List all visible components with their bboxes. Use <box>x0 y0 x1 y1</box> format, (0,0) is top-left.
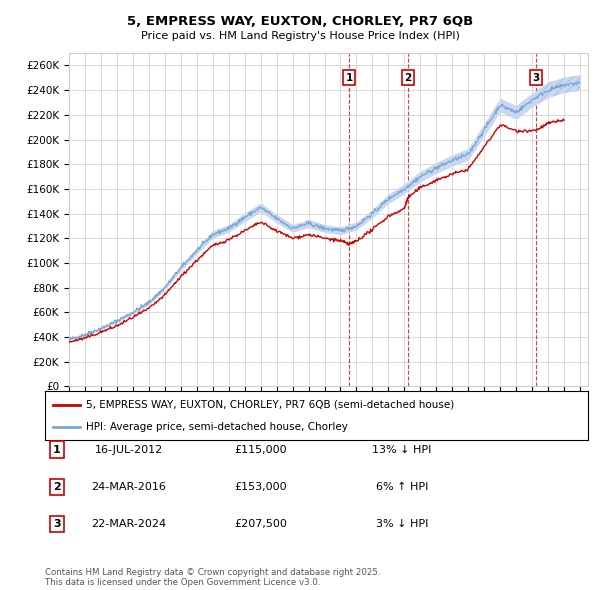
Text: 2: 2 <box>53 482 61 491</box>
Text: 13% ↓ HPI: 13% ↓ HPI <box>373 445 431 454</box>
Text: £115,000: £115,000 <box>235 445 287 454</box>
Text: 2: 2 <box>404 73 412 83</box>
Text: £153,000: £153,000 <box>235 482 287 491</box>
Text: Contains HM Land Registry data © Crown copyright and database right 2025.
This d: Contains HM Land Registry data © Crown c… <box>45 568 380 587</box>
Text: 1: 1 <box>53 445 61 454</box>
Text: 3: 3 <box>53 519 61 529</box>
Text: 22-MAR-2024: 22-MAR-2024 <box>91 519 167 529</box>
Text: 24-MAR-2016: 24-MAR-2016 <box>92 482 166 491</box>
Text: 5, EMPRESS WAY, EUXTON, CHORLEY, PR7 6QB: 5, EMPRESS WAY, EUXTON, CHORLEY, PR7 6QB <box>127 15 473 28</box>
Text: £207,500: £207,500 <box>235 519 287 529</box>
Text: 3% ↓ HPI: 3% ↓ HPI <box>376 519 428 529</box>
Text: 6% ↑ HPI: 6% ↑ HPI <box>376 482 428 491</box>
Text: 16-JUL-2012: 16-JUL-2012 <box>95 445 163 454</box>
Text: HPI: Average price, semi-detached house, Chorley: HPI: Average price, semi-detached house,… <box>86 422 347 432</box>
Text: 1: 1 <box>346 73 353 83</box>
Text: 3: 3 <box>532 73 539 83</box>
Text: Price paid vs. HM Land Registry's House Price Index (HPI): Price paid vs. HM Land Registry's House … <box>140 31 460 41</box>
Text: 5, EMPRESS WAY, EUXTON, CHORLEY, PR7 6QB (semi-detached house): 5, EMPRESS WAY, EUXTON, CHORLEY, PR7 6QB… <box>86 399 454 409</box>
